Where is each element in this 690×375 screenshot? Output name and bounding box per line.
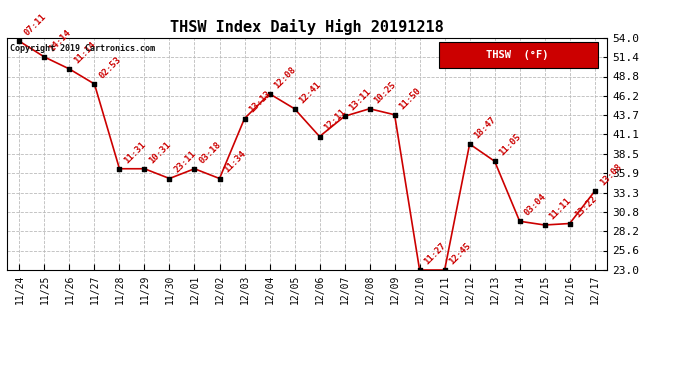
- Point: [364, 106, 375, 112]
- Point: [139, 166, 150, 172]
- Point: [414, 267, 425, 273]
- Point: [214, 176, 225, 181]
- Point: [114, 166, 125, 172]
- Point: [339, 113, 350, 119]
- Text: Copyright 2019 Cartronics.com: Copyright 2019 Cartronics.com: [10, 45, 155, 54]
- Text: 11:34: 11:34: [222, 149, 248, 175]
- Point: [89, 81, 100, 87]
- Point: [539, 222, 550, 228]
- Text: 13:08: 13:08: [598, 162, 623, 188]
- Text: 12:11: 12:11: [322, 107, 348, 133]
- Point: [314, 134, 325, 140]
- Point: [389, 112, 400, 118]
- Point: [164, 176, 175, 181]
- Text: 02:53: 02:53: [97, 55, 123, 80]
- Text: 11:11: 11:11: [548, 196, 573, 221]
- Point: [264, 91, 275, 97]
- Text: 11:50: 11:50: [397, 86, 423, 111]
- Text: 11:27: 11:27: [422, 241, 448, 266]
- Point: [439, 267, 450, 273]
- Point: [14, 38, 25, 44]
- Text: 10:25: 10:25: [373, 80, 398, 105]
- Point: [564, 220, 575, 226]
- Text: 13:13: 13:13: [248, 89, 273, 115]
- Point: [489, 158, 500, 164]
- Point: [64, 66, 75, 72]
- Text: 12:41: 12:41: [297, 80, 323, 105]
- Text: 23:11: 23:11: [172, 149, 198, 175]
- Title: THSW Index Daily High 20191218: THSW Index Daily High 20191218: [170, 19, 444, 35]
- Text: 11:05: 11:05: [497, 132, 523, 158]
- Text: 07:11: 07:11: [22, 12, 48, 38]
- Text: 13:11: 13:11: [348, 87, 373, 112]
- Point: [39, 54, 50, 60]
- Text: 12:45: 12:45: [448, 241, 473, 266]
- Text: 03:04: 03:04: [522, 192, 548, 217]
- Point: [589, 188, 600, 194]
- Point: [189, 166, 200, 172]
- Text: 12:08: 12:08: [273, 64, 298, 90]
- Point: [514, 218, 525, 224]
- FancyBboxPatch shape: [439, 42, 598, 68]
- Text: 10:31: 10:31: [148, 140, 172, 165]
- Text: 18:47: 18:47: [473, 115, 498, 140]
- Point: [239, 116, 250, 122]
- Point: [464, 141, 475, 147]
- Text: 14:14: 14:14: [48, 28, 72, 53]
- Text: THSW  (°F): THSW (°F): [486, 50, 549, 60]
- Text: 13:22: 13:22: [573, 194, 598, 220]
- Text: 11:14: 11:14: [72, 40, 98, 65]
- Text: 11:31: 11:31: [122, 140, 148, 165]
- Point: [289, 106, 300, 112]
- Text: 03:18: 03:18: [197, 140, 223, 165]
